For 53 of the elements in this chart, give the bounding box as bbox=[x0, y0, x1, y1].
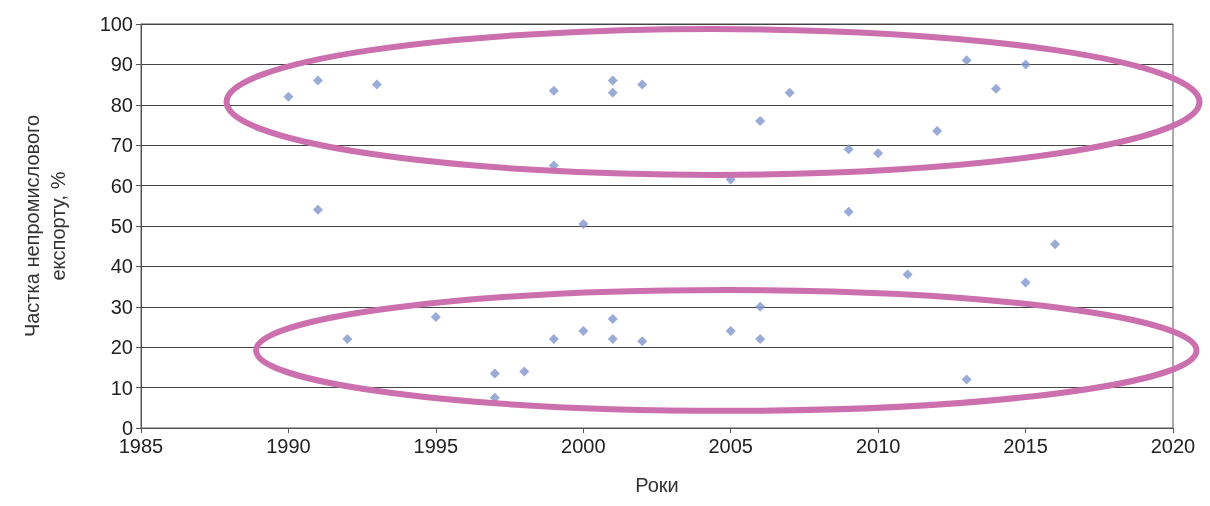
point bbox=[371, 79, 382, 90]
point bbox=[637, 79, 648, 90]
point bbox=[991, 83, 1002, 94]
point bbox=[578, 218, 589, 229]
x-tick-label: 1995 bbox=[413, 435, 459, 457]
x-tick-label: 2010 bbox=[855, 435, 901, 457]
y-tick-label: 10 bbox=[110, 376, 133, 399]
point bbox=[725, 326, 736, 337]
point bbox=[755, 301, 766, 312]
x-tick-label: 2015 bbox=[1003, 435, 1048, 457]
x-tick-label: 2005 bbox=[708, 435, 753, 457]
y-axis-title: Частка непромислового експорту, % bbox=[21, 114, 69, 338]
y-tick-label: 100 bbox=[99, 13, 133, 35]
x-tick-label: 2000 bbox=[561, 435, 606, 457]
y-tick-label: 20 bbox=[110, 336, 133, 359]
y-tick-label: 40 bbox=[110, 255, 133, 278]
point bbox=[283, 91, 294, 102]
point bbox=[637, 336, 648, 347]
point bbox=[1020, 277, 1031, 288]
point bbox=[489, 368, 500, 379]
point bbox=[902, 269, 913, 280]
point bbox=[607, 75, 618, 86]
point bbox=[578, 326, 589, 337]
point bbox=[312, 204, 323, 215]
point bbox=[873, 148, 884, 159]
point bbox=[755, 115, 766, 126]
point bbox=[1020, 59, 1031, 70]
point bbox=[607, 334, 618, 345]
y-tick-label: 80 bbox=[110, 93, 133, 116]
point bbox=[342, 334, 353, 345]
x-tick-label: 1990 bbox=[266, 435, 311, 457]
point bbox=[843, 206, 854, 217]
point bbox=[961, 374, 972, 385]
point bbox=[843, 144, 854, 155]
y-tick-label: 30 bbox=[110, 295, 133, 318]
x-tick-label: 2020 bbox=[1150, 435, 1196, 457]
point bbox=[607, 313, 618, 324]
point bbox=[519, 366, 530, 377]
x-axis-title: Роки bbox=[635, 474, 679, 496]
point bbox=[784, 87, 795, 98]
point bbox=[755, 334, 766, 345]
point bbox=[548, 334, 559, 345]
y-tick-label: 50 bbox=[110, 215, 133, 237]
point bbox=[312, 75, 323, 86]
point bbox=[1050, 239, 1061, 250]
point bbox=[961, 55, 972, 66]
point bbox=[607, 87, 618, 98]
y-tick-label: 60 bbox=[110, 174, 133, 197]
y-tick-label: 90 bbox=[110, 53, 133, 76]
point bbox=[932, 126, 943, 137]
y-tick-label: 70 bbox=[110, 134, 133, 157]
point bbox=[548, 85, 559, 96]
point bbox=[430, 311, 441, 322]
